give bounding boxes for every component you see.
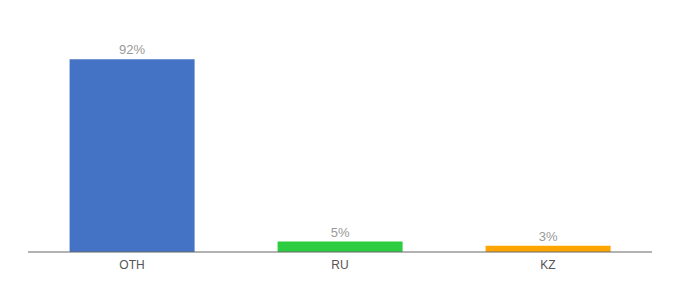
svg-text:KZ: KZ [540,258,555,272]
svg-text:92%: 92% [119,42,145,57]
svg-text:3%: 3% [539,229,558,244]
svg-text:RU: RU [331,258,348,272]
svg-text:OTH: OTH [119,258,144,272]
svg-text:5%: 5% [331,225,350,240]
